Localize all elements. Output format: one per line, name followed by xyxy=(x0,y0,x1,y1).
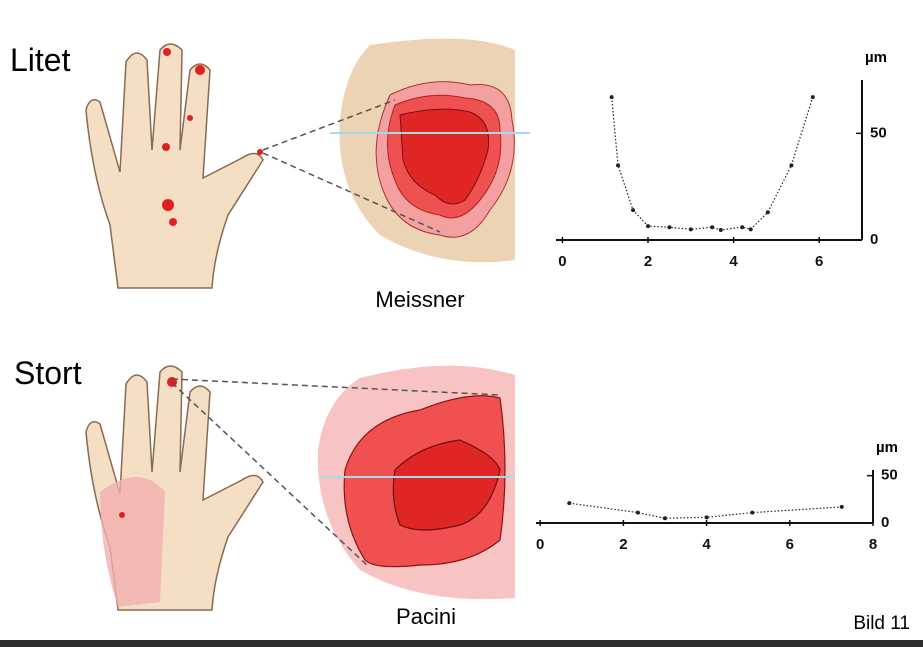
receptor-label: Meissner xyxy=(375,287,464,312)
label-bottom: Stort xyxy=(14,355,82,391)
data-point xyxy=(662,516,667,521)
receptor-label: Pacini xyxy=(396,604,456,629)
y-axis-label: µm xyxy=(865,49,887,66)
hand-illustration xyxy=(85,43,264,289)
data-point xyxy=(609,95,614,100)
x-tick-label: 0 xyxy=(536,536,544,553)
data-point xyxy=(750,510,755,515)
hand-illustration xyxy=(85,365,264,611)
x-tick-label: 0 xyxy=(558,253,566,270)
x-tick-label: 6 xyxy=(786,536,794,553)
data-point xyxy=(710,225,715,230)
data-point xyxy=(839,504,844,509)
data-point xyxy=(567,501,572,506)
data-point xyxy=(740,225,745,230)
figure-label: Bild 11 xyxy=(853,613,910,634)
data-point xyxy=(810,95,815,100)
data-point xyxy=(789,163,794,168)
data-point xyxy=(631,208,636,213)
x-tick-label: 6 xyxy=(815,253,823,270)
x-tick-label: 8 xyxy=(869,536,877,553)
y-tick-label: 50 xyxy=(881,467,898,484)
data-point xyxy=(718,227,723,232)
data-point xyxy=(765,210,770,215)
y-tick-label: 0 xyxy=(870,231,878,248)
magnified-skin xyxy=(262,38,530,263)
data-point xyxy=(748,227,753,232)
x-tick-label: 4 xyxy=(729,253,738,270)
data-point xyxy=(646,224,651,229)
y-tick-label: 50 xyxy=(870,124,887,141)
x-tick-label: 2 xyxy=(619,536,627,553)
y-tick-label: 0 xyxy=(881,514,889,531)
bottom-bar xyxy=(0,640,923,647)
x-tick-label: 4 xyxy=(702,536,711,553)
data-point xyxy=(616,163,621,168)
data-point xyxy=(635,510,640,515)
magnified-skin xyxy=(171,365,515,600)
label-top: Litet xyxy=(10,42,71,78)
data-point xyxy=(667,225,672,230)
y-axis-label: µm xyxy=(876,439,898,456)
x-tick-label: 2 xyxy=(644,253,652,270)
data-point xyxy=(688,227,693,232)
data-point xyxy=(704,515,709,520)
